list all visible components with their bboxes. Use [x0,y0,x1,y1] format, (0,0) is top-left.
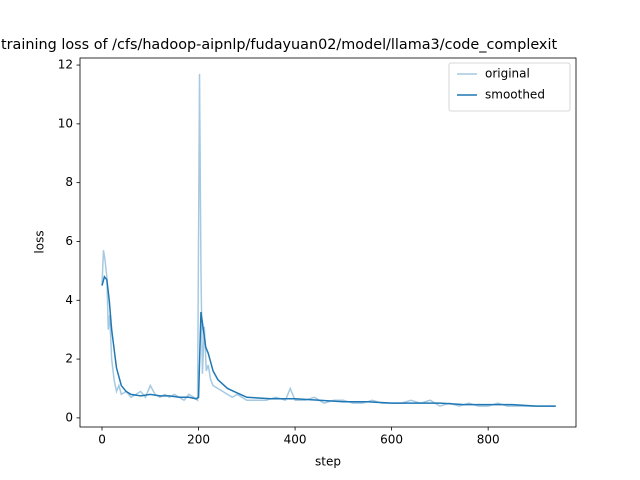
chart-title: training loss of /cfs/hadoop-aipnlp/fuda… [1,37,557,53]
y-tick-label: 4 [65,293,73,307]
data-line [101,73,556,407]
y-tick-label: 6 [65,234,73,248]
x-tick-label: 600 [380,433,403,447]
x-axis-label: step [315,455,341,469]
legend-label: original [485,67,530,81]
y-tick-label: 8 [65,175,73,189]
y-tick-label: 2 [65,352,73,366]
x-tick-label: 800 [477,433,500,447]
x-tick-label: 0 [98,433,106,447]
y-tick-label: 12 [58,58,73,72]
legend-box [448,62,571,112]
data-line [101,275,556,407]
legend-label: smoothed [485,88,545,102]
y-axis-label: loss [33,230,47,253]
y-tick-label: 10 [58,116,73,130]
x-tick-label: 200 [187,433,210,447]
legend: original smoothed [448,62,571,112]
plot-frame [79,57,577,428]
x-tick-label: 400 [284,433,307,447]
y-tick-label: 0 [65,410,73,424]
